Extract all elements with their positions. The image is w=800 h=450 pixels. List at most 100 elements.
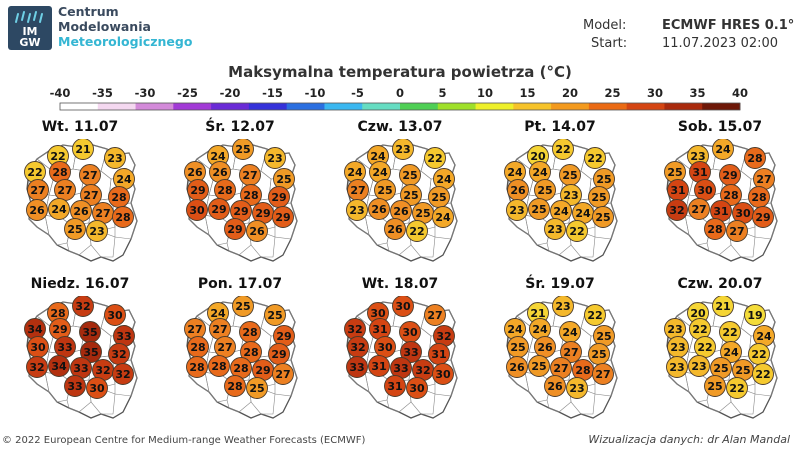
temperature-marker: 23 [687, 145, 709, 167]
scale-color-step [551, 103, 590, 110]
temperature-value: 32 [436, 330, 451, 343]
temperature-marker: 26 [184, 161, 206, 183]
scale-tick-label: 10 [477, 86, 493, 100]
temperature-marker: 23 [560, 184, 582, 206]
temperature-circle [592, 363, 614, 385]
temperature-marker: 22 [552, 139, 574, 160]
temperature-marker: 26 [368, 198, 390, 220]
temperature-value: 23 [349, 204, 364, 217]
temperature-circle [272, 363, 294, 385]
temperature-circle [566, 377, 588, 399]
temperature-marker: 27 [214, 336, 236, 358]
temperature-value: 32 [29, 361, 44, 374]
temperature-value: 27 [217, 341, 232, 354]
temperature-value: 25 [591, 348, 606, 361]
temperature-value: 34 [27, 323, 43, 336]
temperature-value: 23 [547, 223, 562, 236]
temperature-circle [224, 218, 246, 240]
temperature-value: 27 [83, 189, 98, 202]
temperature-value: 30 [89, 382, 105, 395]
temperature-value: 28 [751, 191, 766, 204]
temperature-marker: 27 [347, 179, 369, 201]
temperature-value: 27 [57, 184, 72, 197]
temperature-value: 24 [575, 207, 591, 220]
temperature-marker: 26 [384, 218, 406, 240]
temperature-circle [392, 139, 414, 160]
temperature-marker: 29 [224, 218, 246, 240]
day-label: Sob. 15.07 [677, 119, 763, 135]
temperature-value: 31 [372, 323, 387, 336]
scale-color-step [702, 103, 741, 110]
temperature-value: 29 [276, 330, 291, 343]
temperature-circle [544, 218, 566, 240]
temperature-value: 30 [189, 204, 205, 217]
temperature-value: 28 [190, 341, 205, 354]
temperature-circle [112, 363, 134, 385]
temperature-value: 27 [427, 309, 442, 322]
region-border [272, 359, 298, 397]
temperature-value: 29 [211, 203, 226, 216]
temperature-circle [688, 355, 710, 377]
temperature-value: 29 [255, 207, 270, 220]
temperature-marker: 26 [390, 200, 412, 222]
temperature-marker: 34 [24, 318, 46, 340]
temperature-marker: 24 [113, 168, 135, 190]
temperature-marker: 32 [26, 356, 48, 378]
temperature-marker: 26 [544, 375, 566, 397]
copyright-note: © 2022 European Centre for Medium-range … [2, 435, 366, 446]
temperature-value: 23 [569, 382, 584, 395]
temperature-marker: 27 [80, 184, 102, 206]
day-label: Śr. 12.07 [205, 119, 275, 135]
temperature-circle [264, 304, 286, 326]
temperature-marker: 24 [550, 200, 572, 222]
temperature-value: 22 [697, 341, 712, 354]
temperature-value: 25 [267, 309, 282, 322]
temperature-value: 24 [715, 143, 731, 156]
temperature-marker: 22 [752, 363, 774, 385]
day-label: Pt. 14.07 [524, 119, 596, 135]
temperature-marker: 24 [344, 161, 366, 183]
region-border [112, 359, 138, 397]
temperature-marker: 25 [507, 336, 529, 358]
temperature-marker: 25 [732, 359, 754, 381]
temperature-marker: 31 [667, 179, 689, 201]
temperature-marker: 23 [688, 355, 710, 377]
temperature-value: 28 [50, 307, 65, 320]
temperature-value: 28 [52, 166, 67, 179]
scale-tick-label: -10 [305, 86, 326, 100]
temperature-marker: 22 [689, 318, 711, 340]
day-label: Wt. 11.07 [41, 119, 119, 135]
scale-color-step [513, 103, 552, 110]
temperature-value: 25 [707, 380, 722, 393]
temperature-circle [528, 198, 550, 220]
temperature-value: 22 [692, 323, 707, 336]
scale-tick-label: -15 [262, 86, 283, 100]
temperature-value: 30 [735, 207, 751, 220]
temperature-circle [726, 377, 748, 399]
temperature-value: 33 [57, 341, 72, 354]
temperature-value: 25 [537, 184, 552, 197]
scale-color-step [173, 103, 212, 110]
temperature-value: 24 [372, 166, 388, 179]
temperature-marker: 33 [54, 336, 76, 358]
temperature-circle [712, 296, 734, 317]
temperature-value: 22 [729, 382, 744, 395]
temperature-marker: 25 [246, 377, 268, 399]
temperature-circle [232, 296, 254, 317]
temperature-value: 22 [722, 326, 737, 339]
temperature-marker: 29 [49, 318, 71, 340]
temperature-value: 23 [691, 360, 706, 373]
day-label: Czw. 20.07 [677, 276, 763, 292]
scale-tick-label: 35 [689, 86, 705, 100]
temperature-marker: 31 [428, 343, 450, 365]
temperature-value: 25 [531, 360, 546, 373]
temperature-marker: 28 [720, 184, 742, 206]
scale-tick-label: -5 [351, 86, 364, 100]
temperature-circle [744, 147, 766, 169]
temperature-circle [566, 220, 588, 242]
temperature-value: 24 [116, 173, 132, 186]
temperature-marker: 30 [86, 377, 108, 399]
temperature-marker: 24 [207, 145, 229, 167]
